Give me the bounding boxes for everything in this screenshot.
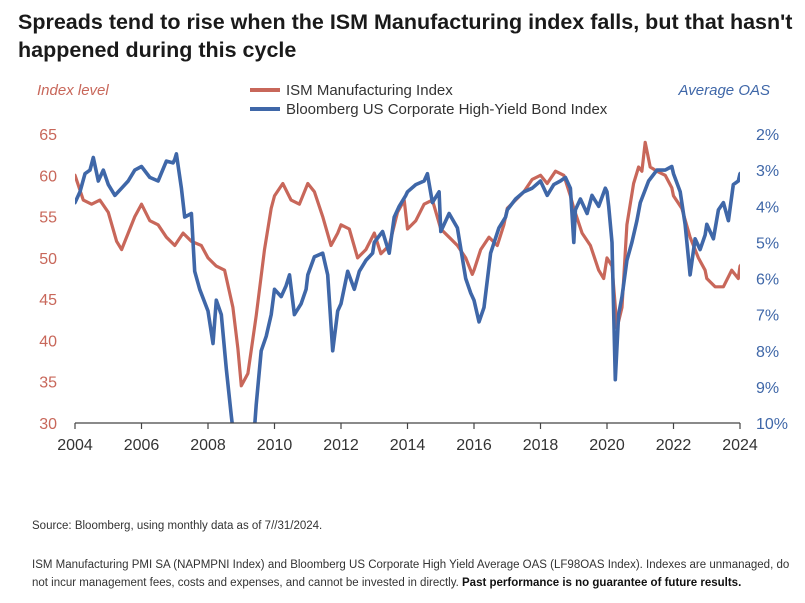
left-tick-label: 55 — [39, 210, 57, 227]
right-tick-label: 7% — [756, 308, 779, 325]
left-axis-ticks: 30 35 40 45 50 55 60 65 — [39, 127, 57, 433]
left-tick-label: 65 — [39, 127, 57, 144]
disclaimer-text: ISM Manufacturing PMI SA (NAPMPNI Index)… — [32, 559, 790, 589]
left-axis-label: Index level — [37, 82, 109, 99]
legend-label-ism: ISM Manufacturing Index — [286, 82, 453, 99]
left-tick-label: 30 — [39, 416, 57, 433]
right-tick-label: 5% — [756, 235, 779, 252]
right-tick-label: 6% — [756, 272, 779, 289]
x-tick-label: 2006 — [124, 437, 160, 454]
x-tick-label: 2024 — [722, 437, 758, 454]
right-tick-label: 9% — [756, 380, 779, 397]
x-tick-label: 2004 — [57, 437, 93, 454]
disclaimer-note: ISM Manufacturing PMI SA (NAPMPNI Index)… — [32, 556, 794, 592]
right-axis-label: Average OAS — [678, 82, 770, 99]
right-tick-label: 2% — [756, 127, 779, 144]
left-tick-label: 50 — [39, 251, 57, 268]
x-tick-label: 2014 — [390, 437, 426, 454]
left-tick-label: 35 — [39, 375, 57, 392]
right-axis-ticks: 2% 3% 4% 5% 6% 7% 8% 9% 10% — [756, 127, 788, 433]
right-tick-label: 4% — [756, 199, 779, 216]
source-note: Source: Bloomberg, using monthly data as… — [32, 520, 323, 532]
legend-label-oas: Bloomberg US Corporate High-Yield Bond I… — [286, 101, 608, 118]
right-tick-label: 10% — [756, 416, 788, 433]
left-tick-label: 45 — [39, 292, 57, 309]
x-tick-label: 2018 — [523, 437, 559, 454]
x-tick-label: 2020 — [589, 437, 625, 454]
x-axis-ticks: 2004 2006 2008 2010 2012 2014 2016 2018 2020 2022… — [57, 423, 758, 454]
series-line-ism — [75, 140, 740, 388]
legend: ISM Manufacturing Index Bloomberg US Corp… — [250, 82, 608, 118]
disclaimer-bold: Past performance is no guarantee of futu… — [462, 577, 742, 589]
right-tick-label: 3% — [756, 163, 779, 180]
x-tick-label: 2012 — [323, 437, 359, 454]
left-tick-label: 40 — [39, 333, 57, 350]
left-tick-label: 60 — [39, 168, 57, 185]
x-tick-label: 2022 — [656, 437, 692, 454]
x-tick-label: 2010 — [257, 437, 293, 454]
series-line-oas — [75, 152, 740, 423]
right-tick-label: 8% — [756, 344, 779, 361]
x-tick-label: 2008 — [190, 437, 226, 454]
chart-title: Spreads tend to rise when the ISM Manufa… — [18, 10, 793, 62]
line-chart: Index level Average OAS ISM Manufacturin… — [37, 82, 788, 454]
x-tick-label: 2016 — [456, 437, 492, 454]
